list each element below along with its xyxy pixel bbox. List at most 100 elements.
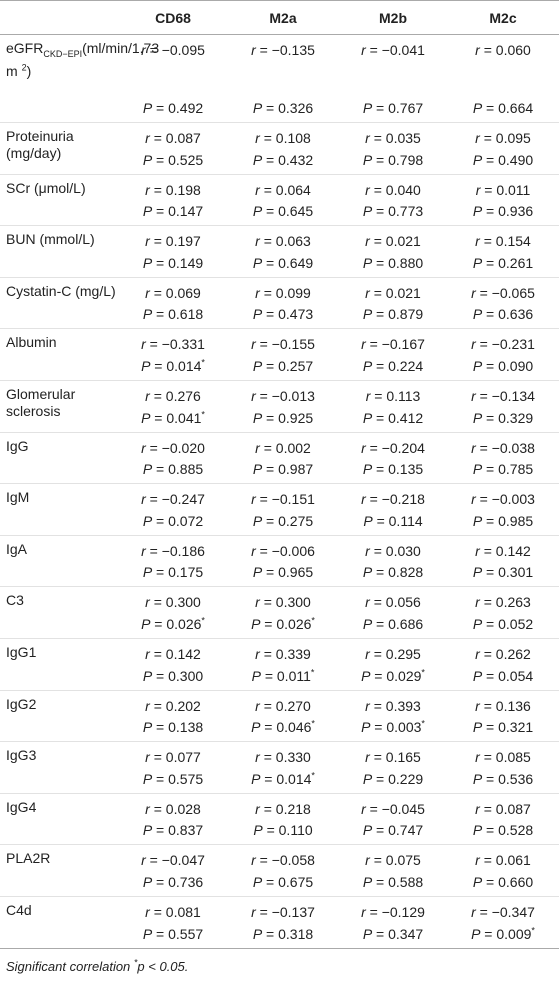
table-row: Glomerular sclerosis r = 0.276 P = 0.041* r…	[0, 381, 559, 433]
label-part: 2	[21, 62, 27, 73]
stat-cell: r = −0.065 P = 0.636	[448, 278, 558, 329]
row-label: C3	[6, 592, 24, 609]
p-value: P = 0.828	[362, 564, 424, 581]
stat-cell: r = 0.077 P = 0.575	[118, 742, 228, 793]
table: CD68 M2a M2b M2c eGFRCKD−EPI(ml/min/1.73 m …	[0, 0, 559, 949]
r-value: r = −0.137	[251, 903, 315, 920]
r-value: r = 0.270	[255, 697, 311, 714]
p-value: P = 0.138	[142, 719, 204, 736]
r-value: r = 0.021	[365, 233, 421, 250]
stat-cell: r = 0.063 P = 0.649	[228, 226, 338, 277]
r-value: r = −0.065	[471, 284, 535, 301]
r-value: r = −0.006	[251, 542, 315, 559]
stat-cell: r = −0.129 P = 0.347	[338, 897, 448, 948]
stat-cell: r = 0.263 P = 0.052	[448, 587, 558, 638]
r-value: r = 0.069	[145, 284, 201, 301]
table-row: IgG2 r = 0.202 P = 0.138 r = 0.270 P = 0.046…	[0, 691, 559, 743]
table-row: IgA r = −0.186 P = 0.175 r = −0.006 P = 0.96…	[0, 536, 559, 588]
p-value: P = 0.747	[362, 822, 424, 839]
r-value: r = 0.142	[475, 542, 531, 559]
table-row: PLA2R r = −0.047 P = 0.736 r = −0.058 P = 0.…	[0, 845, 559, 897]
r-value: r = −0.155	[251, 336, 315, 353]
column-header: M2b	[379, 9, 407, 26]
r-value: r = 0.339	[255, 645, 311, 662]
p-value: P = 0.041*	[141, 408, 205, 426]
p-value: P = 0.014*	[141, 357, 205, 374]
table-row: Albumin r = −0.331 P = 0.014* r = −0.155 P =…	[0, 329, 559, 381]
label-part: eGFR	[6, 40, 44, 56]
p-value: P = 0.135	[362, 461, 424, 478]
p-value: P = 0.147	[142, 203, 204, 220]
r-value: r = 0.061	[475, 852, 531, 869]
row-label: Glomerular sclerosis	[6, 385, 76, 419]
column-header: M2a	[269, 9, 297, 26]
p-value: P = 0.636	[472, 306, 534, 323]
r-value: r = −0.331	[141, 336, 205, 353]
p-value: P = 0.326	[252, 100, 314, 116]
p-value: P = 0.879	[362, 306, 424, 323]
stat-cell: r = 0.085 P = 0.536	[448, 742, 558, 793]
p-value: P = 0.985	[472, 512, 534, 529]
stat-cell: r = 0.021 P = 0.879	[338, 278, 448, 329]
p-value: P = 0.229	[362, 770, 424, 787]
row-label: BUN (mmol/L)	[6, 231, 95, 248]
p-value: P = 0.029*	[361, 666, 425, 684]
r-value: r = 0.142	[145, 645, 201, 662]
r-value: r = −0.038	[471, 439, 535, 456]
r-value: r = 0.202	[145, 697, 201, 714]
p-value: P = 0.987	[252, 461, 314, 478]
r-value: r = −0.347	[471, 903, 535, 920]
row-label: IgG	[6, 437, 29, 454]
p-value: P = 0.936	[472, 203, 534, 220]
p-value: P = 0.347	[362, 925, 424, 942]
p-value: P = 0.880	[362, 254, 424, 271]
stat-cell: r = 0.061 P = 0.660	[448, 845, 558, 896]
stat-cell: r = −0.231 P = 0.090	[448, 329, 558, 380]
header-row: CD68 M2a M2b M2c	[0, 0, 559, 35]
p-value: P = 0.412	[362, 409, 424, 426]
row-label: eGFRCKD−EPI(ml/min/1.73 m 2)	[0, 35, 159, 122]
stat-cell: r = −0.006 P = 0.965	[228, 536, 338, 587]
r-value: r = −0.129	[361, 903, 425, 920]
stat-cell: r = −0.045 P = 0.747	[338, 794, 448, 845]
stat-cell: r = 0.198 P = 0.147	[118, 175, 228, 226]
stat-cell: r = −0.204 P = 0.135	[338, 433, 448, 484]
row-label: IgG4	[6, 798, 37, 815]
p-value: P = 0.026*	[141, 615, 205, 632]
r-value: r = 0.136	[475, 697, 531, 714]
p-value: P = 0.046*	[251, 718, 315, 736]
r-value: r = 0.002	[255, 439, 311, 456]
p-value: P = 0.300	[142, 667, 204, 684]
r-value: r = 0.330	[255, 749, 311, 766]
p-value: P = 0.110	[253, 822, 313, 839]
p-value: P = 0.492	[142, 100, 204, 116]
row-label: IgM	[6, 489, 30, 506]
stat-cell: r = 0.197 P = 0.149	[118, 226, 228, 277]
stat-cell: r = −0.155 P = 0.257	[228, 329, 338, 380]
p-value: P = 0.686	[362, 615, 424, 632]
table-row: IgM r = −0.247 P = 0.072 r = −0.151 P = 0.27…	[0, 484, 559, 536]
r-value: r = 0.056	[365, 594, 421, 611]
stat-cell: r = 0.087 P = 0.528	[448, 794, 558, 845]
r-value: r = 0.060	[475, 42, 531, 58]
r-value: r = −0.218	[361, 491, 425, 508]
stat-cell: r = −0.003 P = 0.985	[448, 484, 558, 535]
row-label: Cystatin-C (mg/L)	[6, 282, 116, 299]
p-value: P = 0.224	[362, 357, 424, 374]
stat-cell: r = −0.347 P = 0.009*	[448, 897, 558, 948]
p-value: P = 0.321	[472, 719, 534, 736]
stat-cell: r = 0.075 P = 0.588	[338, 845, 448, 896]
stat-cell: r = −0.151 P = 0.275	[228, 484, 338, 535]
stat-cell: r = 0.113 P = 0.412	[338, 381, 448, 432]
r-value: r = 0.095	[475, 130, 531, 146]
p-value: P = 0.965	[252, 564, 314, 581]
r-value: r = 0.197	[145, 233, 201, 250]
stat-cell: r = −0.047 P = 0.736	[118, 845, 228, 896]
p-value: P = 0.175	[142, 564, 204, 581]
stat-cell: r = −0.041 P = 0.767	[338, 35, 448, 122]
row-label: C4d	[6, 901, 32, 918]
r-value: r = 0.064	[255, 181, 311, 198]
stat-cell: r = 0.021 P = 0.880	[338, 226, 448, 277]
stat-cell: r = 0.060 P = 0.664	[448, 35, 558, 122]
r-value: r = −0.247	[141, 491, 205, 508]
